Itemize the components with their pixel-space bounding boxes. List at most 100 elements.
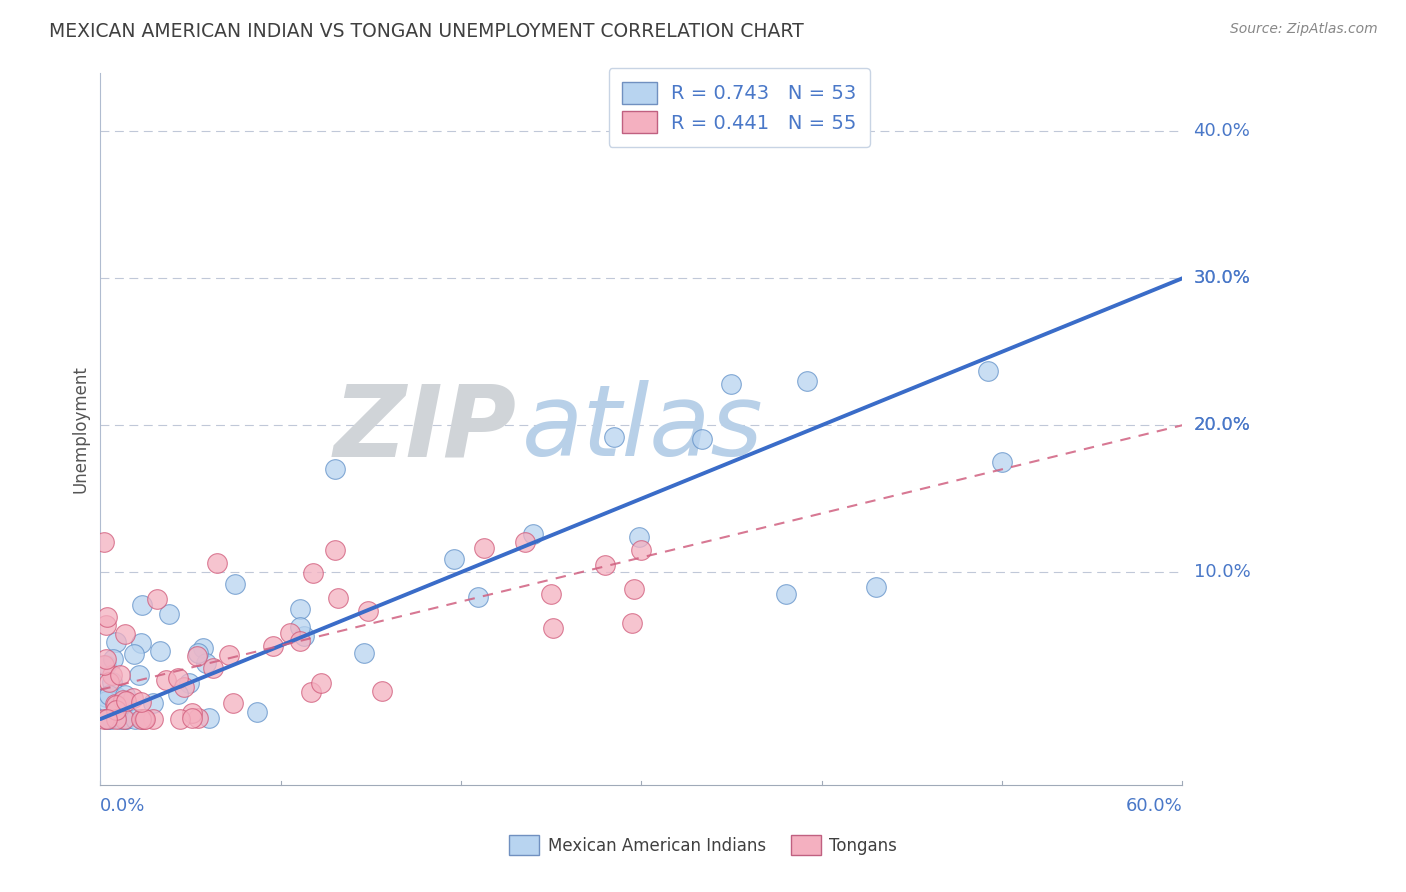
Mexican American Indians — [114, 688, 136, 702]
Text: MEXICAN AMERICAN INDIAN VS TONGAN UNEMPLOYMENT CORRELATION CHART: MEXICAN AMERICAN INDIAN VS TONGAN UNEMPL… — [49, 22, 804, 41]
Tongans — [96, 712, 118, 726]
Tongans — [299, 685, 322, 699]
Tongans — [93, 712, 115, 726]
Text: 30.0%: 30.0% — [1194, 269, 1250, 287]
Mexican American Indians — [157, 607, 180, 622]
Tongans — [93, 535, 115, 549]
Mexican American Indians — [94, 694, 117, 708]
Mexican American Indians — [124, 712, 146, 726]
Text: 30.0%: 30.0% — [1194, 269, 1250, 287]
Tongans — [186, 648, 208, 663]
Tongans — [122, 690, 145, 705]
Tongans — [142, 712, 165, 726]
Tongans — [104, 703, 127, 717]
Legend: R = 0.743   N = 53, R = 0.441   N = 55: R = 0.743 N = 53, R = 0.441 N = 55 — [609, 68, 870, 147]
Mexican American Indians — [198, 711, 221, 725]
Mexican American Indians — [101, 652, 124, 666]
Mexican American Indians — [105, 690, 128, 704]
Tongans — [181, 706, 204, 720]
Mexican American Indians — [179, 675, 201, 690]
Tongans — [630, 543, 652, 558]
Tongans — [114, 626, 136, 640]
Tongans — [222, 696, 245, 710]
Tongans — [97, 675, 120, 690]
Tongans — [623, 582, 645, 596]
Mexican American Indians — [522, 526, 544, 541]
Mexican American Indians — [353, 647, 375, 661]
Legend: Mexican American Indians, Tongans: Mexican American Indians, Tongans — [502, 829, 904, 862]
Mexican American Indians — [128, 667, 150, 681]
Mexican American Indians — [98, 710, 121, 724]
Tongans — [326, 591, 349, 605]
Mexican American Indians — [149, 644, 172, 658]
Text: 0.0%: 0.0% — [100, 797, 146, 815]
Tongans — [167, 671, 190, 685]
Mexican American Indians — [131, 598, 153, 612]
Mexican American Indians — [628, 530, 651, 544]
Tongans — [595, 558, 617, 572]
Mexican American Indians — [467, 590, 489, 604]
Tongans — [302, 566, 325, 581]
Mexican American Indians — [114, 712, 136, 726]
Tongans — [513, 535, 536, 549]
Mexican American Indians — [104, 635, 127, 649]
Tongans — [94, 618, 117, 632]
Tongans — [181, 711, 204, 725]
Mexican American Indians — [224, 577, 246, 591]
Tongans — [371, 684, 394, 698]
Tongans — [104, 697, 127, 711]
Tongans — [134, 712, 156, 726]
Text: 60.0%: 60.0% — [1126, 797, 1182, 815]
Tongans — [262, 639, 284, 653]
Tongans — [173, 680, 195, 694]
Mexican American Indians — [443, 551, 465, 566]
Tongans — [278, 625, 301, 640]
Mexican American Indians — [288, 601, 311, 615]
Tongans — [290, 634, 312, 648]
Tongans — [323, 543, 346, 558]
Mexican American Indians — [796, 374, 818, 388]
Mexican American Indians — [603, 430, 626, 444]
Tongans — [621, 615, 644, 630]
Mexican American Indians — [187, 646, 209, 660]
Mexican American Indians — [122, 648, 145, 662]
Tongans — [129, 712, 152, 726]
Mexican American Indians — [96, 712, 118, 726]
Tongans — [169, 712, 191, 726]
Mexican American Indians — [100, 712, 122, 726]
Tongans — [100, 668, 122, 682]
Tongans — [105, 698, 128, 712]
Mexican American Indians — [775, 587, 797, 601]
Mexican American Indians — [194, 656, 217, 670]
Text: Source: ZipAtlas.com: Source: ZipAtlas.com — [1230, 22, 1378, 37]
Tongans — [472, 541, 495, 555]
Mexican American Indians — [114, 712, 136, 726]
Mexican American Indians — [108, 698, 131, 713]
Mexican American Indians — [108, 706, 131, 720]
Tongans — [96, 610, 118, 624]
Y-axis label: Unemployment: Unemployment — [72, 365, 89, 492]
Mexican American Indians — [108, 712, 131, 726]
Tongans — [94, 652, 117, 666]
Tongans — [105, 712, 128, 726]
Tongans — [202, 661, 225, 675]
Mexican American Indians — [292, 629, 315, 643]
Tongans — [309, 676, 332, 690]
Mexican American Indians — [97, 689, 120, 703]
Tongans — [187, 711, 209, 725]
Text: 20.0%: 20.0% — [1194, 417, 1250, 434]
Mexican American Indians — [166, 688, 188, 702]
Mexican American Indians — [129, 636, 152, 650]
Tongans — [146, 592, 169, 607]
Mexican American Indians — [107, 707, 129, 722]
Mexican American Indians — [977, 364, 1000, 378]
Text: 10.0%: 10.0% — [1194, 563, 1250, 582]
Tongans — [93, 658, 115, 673]
Mexican American Indians — [131, 712, 153, 726]
Mexican American Indians — [720, 376, 742, 391]
Tongans — [218, 648, 240, 662]
Tongans — [112, 712, 135, 726]
Tongans — [114, 693, 136, 707]
Tongans — [155, 673, 177, 687]
Tongans — [357, 604, 380, 618]
